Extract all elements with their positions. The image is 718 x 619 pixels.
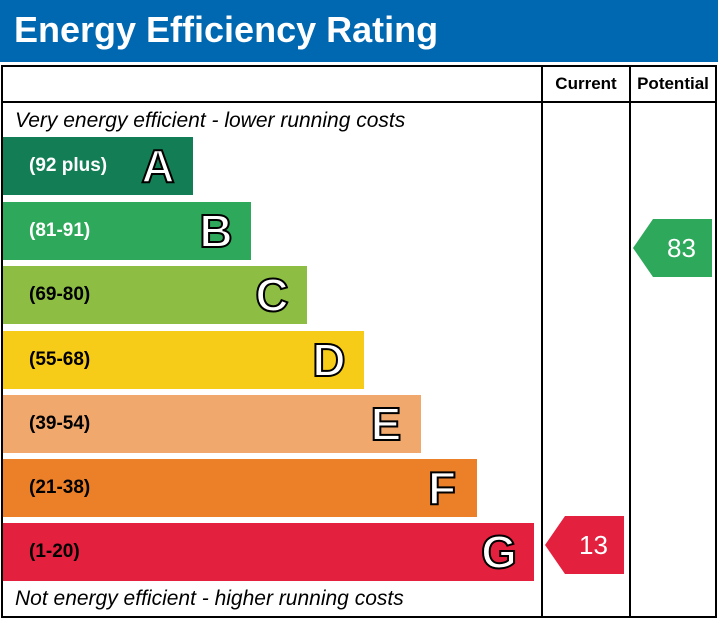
page-title: Energy Efficiency Rating — [14, 9, 439, 50]
band-letter: A — [140, 139, 175, 193]
band-letter: C — [254, 268, 289, 322]
potential-column-divider — [629, 65, 631, 618]
current-column-header: Current — [555, 74, 617, 93]
band-e: (39-54) E — [3, 395, 421, 453]
current-rating-pointer: 13 — [545, 516, 624, 574]
band-g: (1-20) G — [3, 523, 534, 581]
band-range-label: (39-54) — [29, 413, 91, 434]
band-range-label: (55-68) — [29, 349, 91, 370]
potential-column-header: Potential — [637, 74, 709, 93]
bottom-caption: Not energy efficient - higher running co… — [15, 587, 404, 610]
band-letter: G — [480, 525, 518, 579]
band-range-label: (1-20) — [29, 541, 80, 562]
rating-table — [1, 65, 717, 618]
band-range-label: (81-91) — [29, 220, 91, 241]
top-caption: Very energy efficient - lower running co… — [15, 109, 406, 132]
band-letter: B — [198, 204, 233, 258]
potential-rating-value: 83 — [667, 233, 696, 263]
band-range-label: (92 plus) — [29, 155, 108, 176]
band-letter: F — [427, 461, 457, 515]
band-b: (81-91) B — [3, 202, 251, 260]
band-a: (92 plus) A — [3, 137, 193, 195]
band-letter: D — [311, 333, 346, 387]
current-column-divider — [541, 65, 543, 618]
band-d: (55-68) D — [3, 331, 364, 389]
band-range-label: (21-38) — [29, 477, 91, 498]
current-rating-value: 13 — [579, 530, 608, 560]
header-divider — [1, 101, 717, 103]
band-c: (69-80) C — [3, 266, 307, 324]
band-letter: E — [370, 397, 403, 451]
header-bar: Energy Efficiency Rating — [0, 0, 718, 62]
band-f: (21-38) F — [3, 459, 477, 517]
band-range-label: (69-80) — [29, 284, 91, 305]
